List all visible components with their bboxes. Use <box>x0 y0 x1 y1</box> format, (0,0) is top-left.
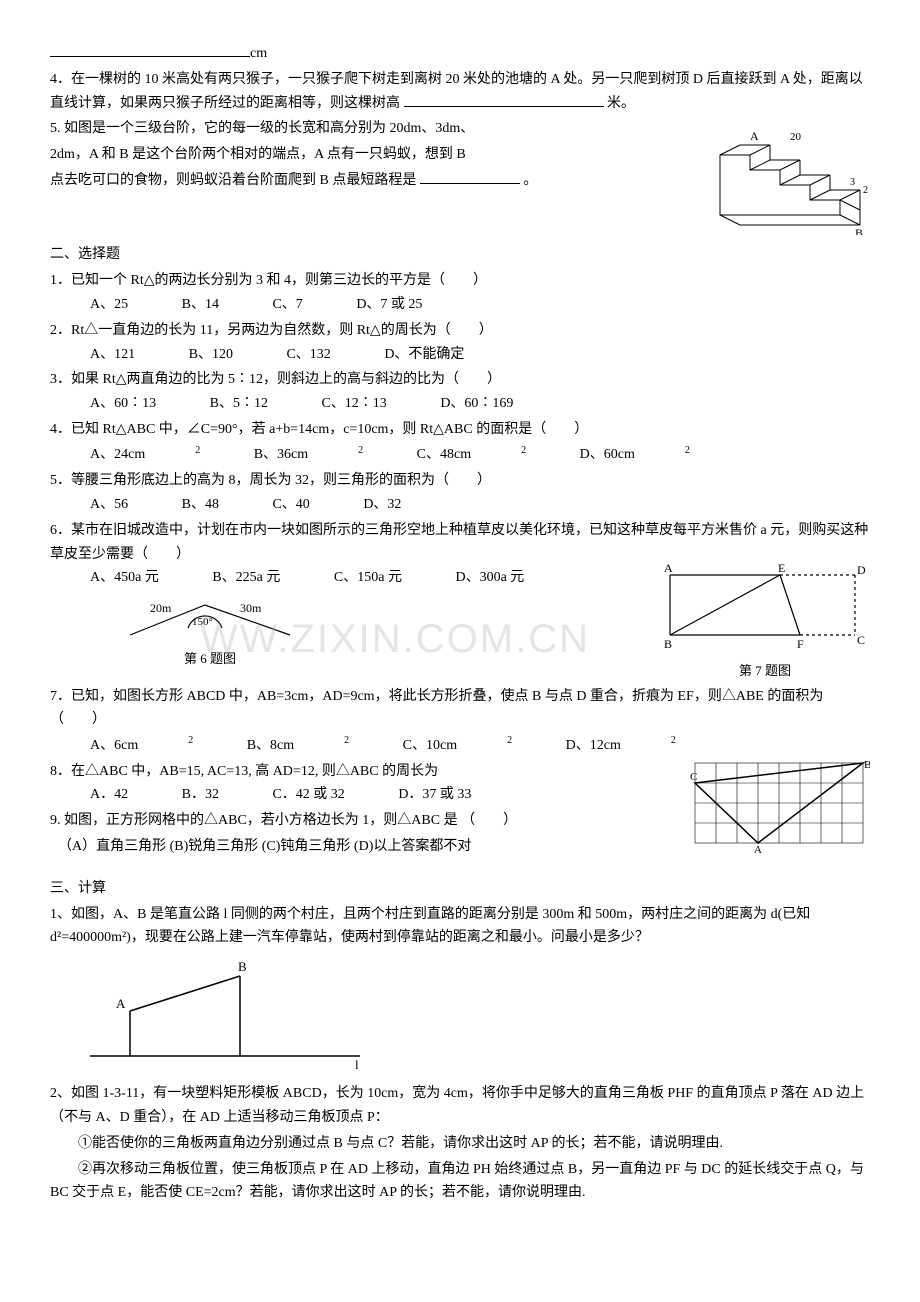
opt-b: B、5∶12 <box>210 392 268 416</box>
svg-text:B: B <box>238 959 247 974</box>
opt-d: D、12cm2 <box>566 732 676 757</box>
opt-b: B、48 <box>182 493 219 517</box>
s2q4-options: A、24cm2 B、36cm2 C、48cm2 D、60cm2 <box>50 442 870 467</box>
opt-d: D、不能确定 <box>384 343 464 367</box>
fig6-label: 第 6 题图 <box>110 648 310 670</box>
s2q5: 5．等腰三角形底边上的高为 8，周长为 32，则三角形的面积为（ ） <box>50 469 870 493</box>
opt-b: B、8cm2 <box>247 732 349 757</box>
opt-a: A．42 <box>90 783 128 807</box>
opt-b: B、14 <box>182 293 219 317</box>
t: C、48cm <box>417 443 471 467</box>
opt-d: D、300a 元 <box>455 566 524 590</box>
q4-unit: 米。 <box>607 96 635 111</box>
s3q2: 2、如图 1-3-11，有一块塑料矩形模板 ABCD，长为 10cm，宽为 4c… <box>50 1082 870 1130</box>
section2-title: 二、选择题 <box>50 243 870 267</box>
s2q3: 3．如果 Rt△两直角边的比为 5∶12，则斜边上的高与斜边的比为（ ） <box>50 368 870 392</box>
s2q3-options: A、60∶13 B、5∶12 C、12∶13 D、60∶169 <box>50 392 870 416</box>
s2q2: 2．Rt△一直角边的长为 11，另两边为自然数，则 Rt△的周长为（ ） <box>50 319 870 343</box>
opt-d: D、60cm2 <box>580 442 690 467</box>
s2q7-options: A、6cm2 B、8cm2 C、10cm2 D、12cm2 <box>50 732 870 757</box>
s2q6-options: A、450a 元 B、225a 元 C、150a 元 D、300a 元 <box>50 566 870 590</box>
s2q9-options: （A）直角三角形 (B)锐角三角形 (C)钝角三角形 (D)以上答案都不对 <box>50 835 870 859</box>
label-150: 150° <box>192 616 213 628</box>
s2q1: 1．已知一个 Rt△的两边长分别为 3 和 4，则第三边长的平方是（ ） <box>50 269 870 293</box>
opt-c: C、10cm2 <box>403 732 512 757</box>
opt-b: B、225a 元 <box>212 566 280 590</box>
s2q7: 7．已知，如图长方形 ABCD 中，AB=3cm，AD=9cm，将此长方形折叠，… <box>50 685 870 733</box>
label-B: B <box>855 226 863 235</box>
opt-d: D、7 或 25 <box>356 293 422 317</box>
s3q2b: ②再次移动三角板位置，使三角板顶点 P 在 AD 上移动，直角边 PH 始终通过… <box>50 1158 870 1206</box>
opt-a: A、6cm2 <box>90 732 193 757</box>
opt-c: C、150a 元 <box>334 566 402 590</box>
s2q4: 4．已知 Rt△ABC 中，∠C=90°，若 a+b=14cm，c=10cm，则… <box>50 418 870 442</box>
q-cm-fragment: cm <box>50 42 870 66</box>
s3q1-figure: A B l <box>80 956 870 1076</box>
q4: 4．在一棵树的 10 米高处有两只猴子，一只猴子爬下树走到离树 20 米处的池塘… <box>50 68 870 116</box>
s2q2-options: A、121 B、120 C、132 D、不能确定 <box>50 343 870 367</box>
s2q5-options: A、56 B、48 C、40 D、32 <box>50 493 870 517</box>
opt-c: C．42 或 32 <box>272 783 344 807</box>
opt-a: A、25 <box>90 293 128 317</box>
opt-a: A、24cm2 <box>90 442 200 467</box>
opt-c: C、7 <box>272 293 302 317</box>
opt-d: D、32 <box>363 493 401 517</box>
q5b: 2dm，A 和 B 是这个台阶两个相对的端点，A 点有一只蚂蚁，想到 B <box>50 147 466 162</box>
s3q1: 1、如图，A、B 是笔直公路 l 同侧的两个村庄，且两个村庄到直路的距离分别是 … <box>50 903 870 951</box>
s2q1-options: A、25 B、14 C、7 D、7 或 25 <box>50 293 870 317</box>
opt-c: C、40 <box>272 493 309 517</box>
t: B、36cm <box>254 443 308 467</box>
blank <box>420 169 520 184</box>
blank <box>404 92 604 107</box>
opt-b: B、36cm2 <box>254 442 363 467</box>
q5-line3: 点去吃可口的食物，则蚂蚁沿着台阶面爬到 B 点最短路程是 。 <box>50 169 870 193</box>
q5a: 5. 如图是一个三级台阶，它的每一级的长宽和高分别为 20dm、3dm、 <box>50 121 474 136</box>
q5-line2: 2dm，A 和 B 是这个台阶两个相对的端点，A 点有一只蚂蚁，想到 B <box>50 143 870 167</box>
opt-c: C、132 <box>286 343 330 367</box>
t: D、12cm <box>566 734 621 758</box>
s2q6: 6．某市在旧城改造中，计划在市内一块如图所示的三角形空地上种植草皮以美化环境，已… <box>50 519 870 567</box>
blank <box>50 42 250 57</box>
opt-d: D、60∶169 <box>440 392 513 416</box>
label-30m: 30m <box>240 601 262 615</box>
section3-title: 三、计算 <box>50 877 870 901</box>
s3q2a: ①能否使你的三角板两直角边分别通过点 B 与点 C？若能，请你求出这时 AP 的… <box>50 1132 870 1156</box>
q5d: 。 <box>523 173 537 188</box>
opt-a: A、121 <box>90 343 135 367</box>
opt-b: B、120 <box>189 343 233 367</box>
svg-text:l: l <box>355 1057 359 1072</box>
opt-a: A、450a 元 <box>90 566 159 590</box>
opt-d: D．37 或 33 <box>398 783 471 807</box>
t: A、24cm <box>90 443 145 467</box>
opt-a: A、60∶13 <box>90 392 156 416</box>
svg-text:A: A <box>116 996 126 1011</box>
label-20m: 20m <box>150 601 172 615</box>
unit-cm: cm <box>250 46 267 61</box>
fig7-label: 第 7 题图 <box>660 660 870 682</box>
s2q9: 9. 如图，正方形网格中的△ABC，若小方格边长为 1，则△ABC 是 （ ） <box>50 809 870 833</box>
t: B、8cm <box>247 734 294 758</box>
s2q8: 8．在△ABC 中，AB=15, AC=13, 高 AD=12, 则△ABC 的… <box>50 760 870 784</box>
fig6-row: WW.ZIXIN.COM.CN 20m 30m 150° 第 6 题图 <box>50 590 870 660</box>
opt-c: C、12∶13 <box>321 392 386 416</box>
opt-a: A、56 <box>90 493 128 517</box>
t: A、6cm <box>90 734 138 758</box>
t: D、60cm <box>580 443 635 467</box>
t: C、10cm <box>403 734 457 758</box>
q5-line1: 5. 如图是一个三级台阶，它的每一级的长宽和高分别为 20dm、3dm、 <box>50 117 870 141</box>
q5c: 点去吃可口的食物，则蚂蚁沿着台阶面爬到 B 点最短路程是 <box>50 173 416 188</box>
opt-b: B．32 <box>182 783 219 807</box>
opt-c: C、48cm2 <box>417 442 526 467</box>
